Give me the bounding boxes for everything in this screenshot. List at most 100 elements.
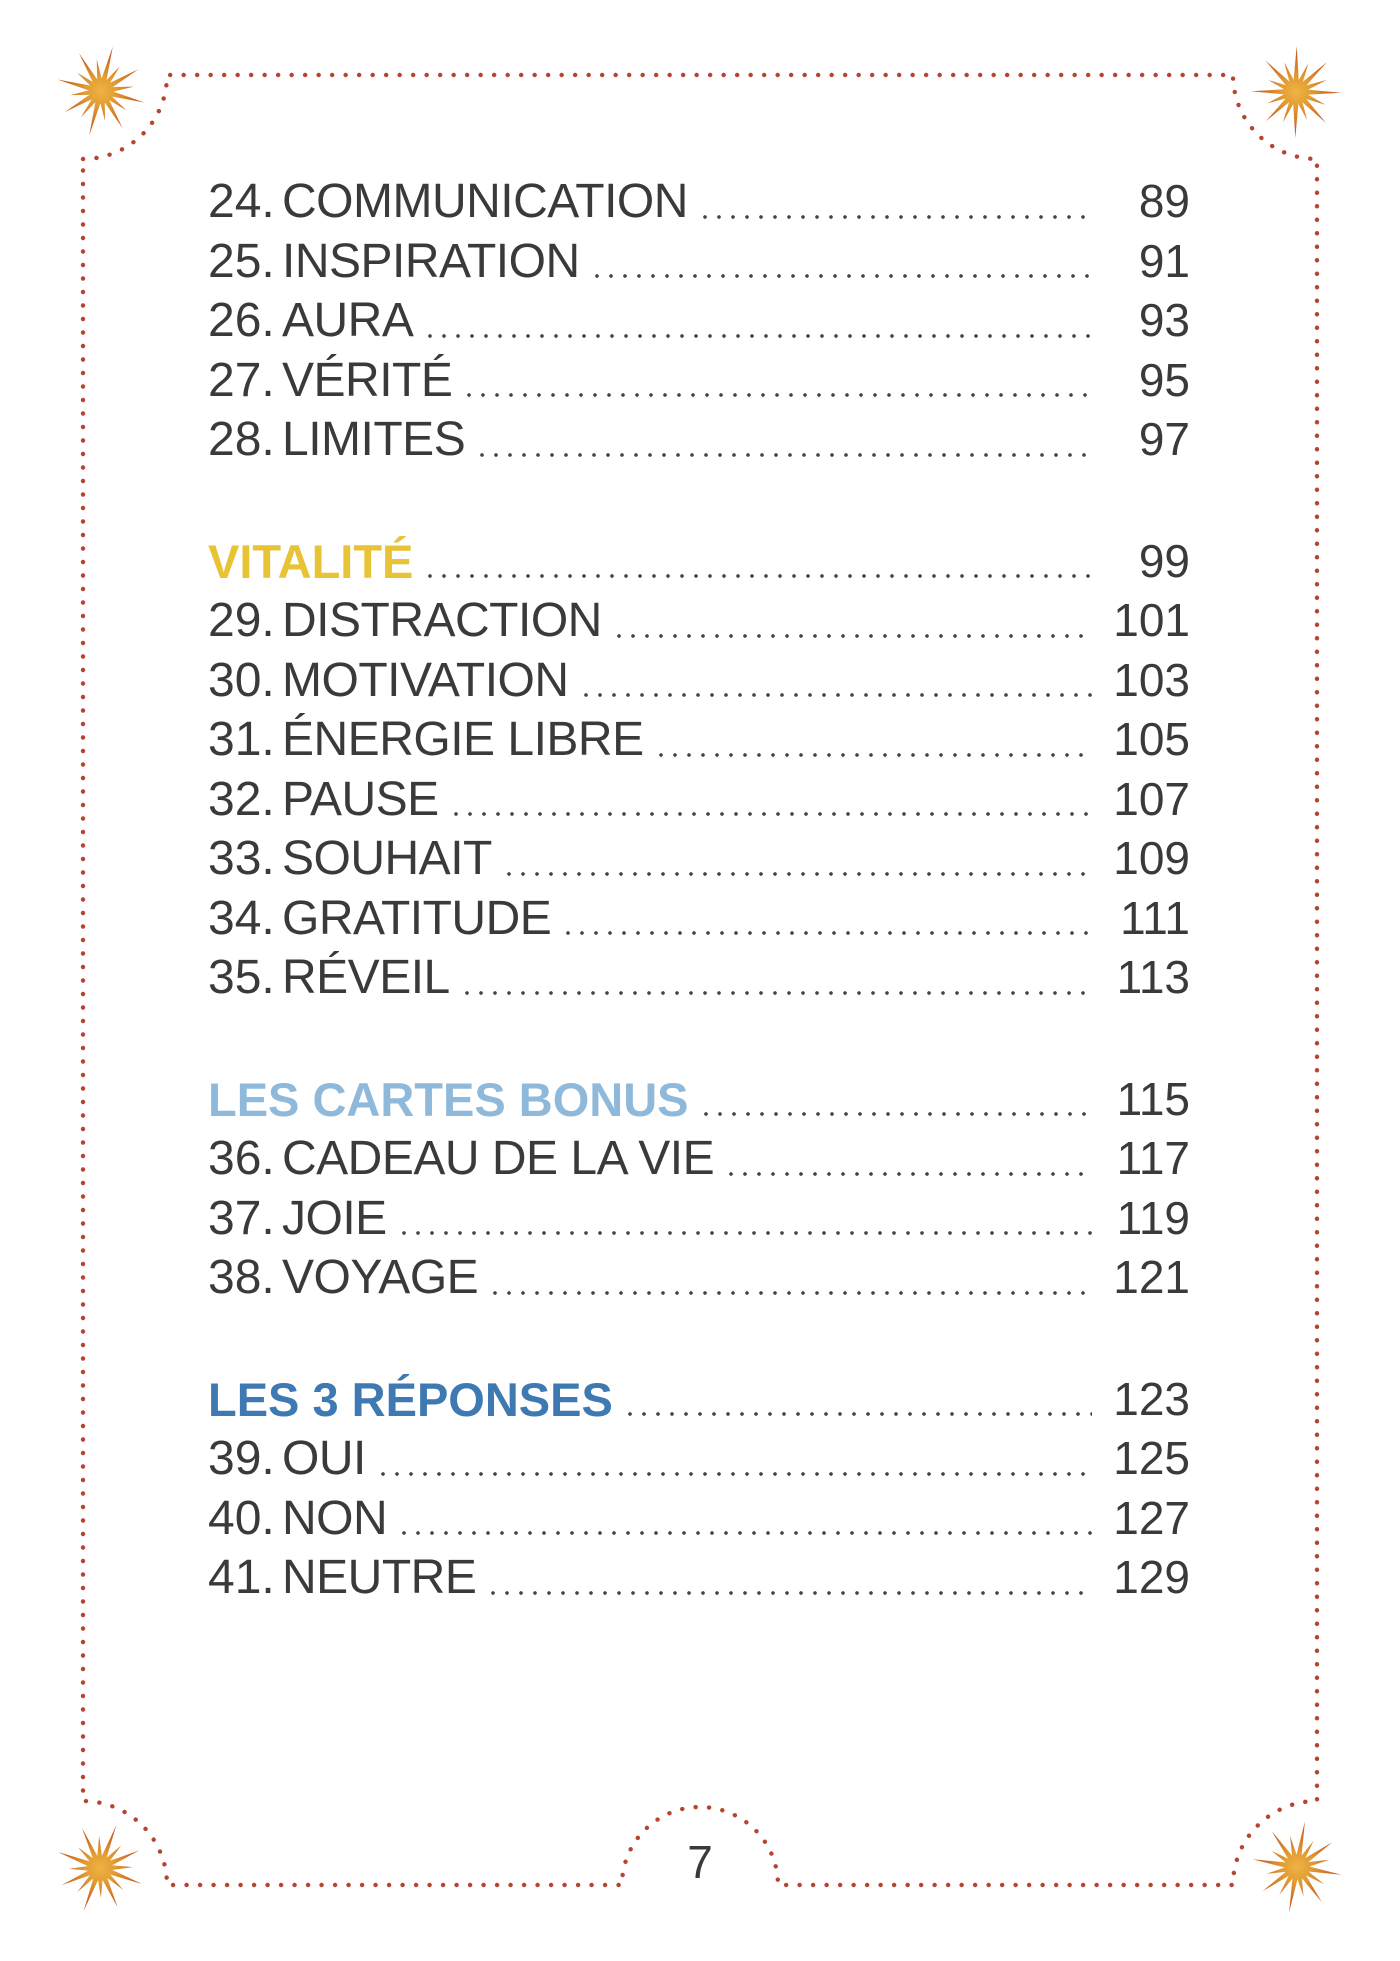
entry-page-number: 127 [1113,1491,1190,1544]
dot-leader [653,738,1092,757]
entry-title: LIMITES [282,413,466,466]
entry-number: 26. [208,294,275,347]
toc-entry-row: 33. SOUHAIT 109 [208,829,1190,889]
entry-title: NON [282,1491,388,1545]
dot-leader [622,1398,1092,1416]
toc-entry-row: 34. GRATITUDE 111 [208,889,1190,949]
entry-title: RÉVEIL [282,951,450,1004]
entry-page-number: 97 [1138,413,1190,465]
entry-page-number: 101 [1113,594,1190,646]
dot-leader [375,1457,1092,1476]
entry-number: 34. [208,891,275,945]
toc-entry-row: 41. NEUTRE 129 [208,1548,1190,1608]
entry-page-number: 95 [1138,353,1190,406]
dot-leader [488,1276,1092,1295]
entry-page-number: 125 [1113,1432,1190,1484]
section-title: LES CARTES BONUS [208,1072,689,1126]
dot-leader [396,1217,1092,1235]
toc-section-heading-row: LES CARTES BONUS 115 [208,1070,1190,1130]
dot-leader [448,798,1092,816]
dot-leader [501,857,1092,876]
entry-title: OUI [282,1432,366,1485]
toc-entry-row: 26. AURA 93 [208,291,1190,351]
entry-page-number: 105 [1113,713,1190,765]
section-title: VITALITÉ [208,534,414,588]
entry-number: 38. [208,1251,275,1304]
toc-entry-row: 40. NON 127 [208,1489,1190,1549]
entry-number: 41. [208,1551,275,1604]
dot-leader [423,560,1092,578]
entry-title: INSPIRATION [282,234,580,288]
section-page-number: 99 [1138,534,1190,587]
toc-entry-row: 39. OUI 125 [208,1429,1190,1489]
dot-leader [423,319,1092,338]
dot-leader [697,200,1092,219]
toc-entry-row: 30. MOTIVATION 103 [208,651,1190,711]
entry-page-number: 111 [1120,891,1190,944]
toc-entry-row: 24. COMMUNICATION 89 [208,172,1190,232]
entry-title: CADEAU DE LA VIE [282,1132,715,1185]
toc-entry-row: 31. ÉNERGIE LIBRE 105 [208,710,1190,770]
section-page-number: 115 [1116,1072,1190,1125]
entry-page-number: 107 [1113,772,1190,825]
entry-number: 31. [208,713,275,766]
toc-entry-row: 36. CADEAU DE LA VIE 117 [208,1129,1190,1189]
entry-number: 39. [208,1432,275,1485]
entry-page-number: 91 [1138,234,1190,287]
dot-leader [475,438,1092,457]
toc-entry-row: 29. DISTRACTION 101 [208,591,1190,651]
section-page-number: 123 [1113,1372,1190,1425]
entry-number: 27. [208,353,275,407]
entry-title: VOYAGE [282,1251,479,1304]
entry-page-number: 89 [1138,175,1190,227]
entry-title: NEUTRE [282,1551,477,1604]
entry-number: 33. [208,832,275,885]
entry-page-number: 93 [1138,294,1190,346]
entry-number: 37. [208,1191,275,1245]
entry-number: 30. [208,653,275,707]
toc-section-heading-row: LES 3 RÉPONSES 123 [208,1370,1190,1430]
dot-leader [459,976,1092,995]
entry-title: MOTIVATION [282,653,569,707]
entry-number: 36. [208,1132,275,1185]
toc-entry-row: 32. PAUSE 107 [208,770,1190,830]
toc-entry-row: 37. JOIE 119 [208,1189,1190,1249]
dot-leader [462,379,1092,397]
entry-title: AURA [282,294,414,347]
entry-title: PAUSE [282,772,439,826]
table-of-contents: 24. COMMUNICATION 89 25. INSPIRATION 91 … [208,172,1190,1608]
dot-leader [578,679,1092,697]
entry-number: 35. [208,951,275,1004]
entry-number: 40. [208,1491,275,1545]
entry-title: DISTRACTION [282,594,602,647]
entry-title: ÉNERGIE LIBRE [282,713,644,766]
dot-leader [561,917,1092,935]
entry-title: JOIE [282,1191,387,1245]
toc-entry-row: 28. LIMITES 97 [208,410,1190,470]
entry-page-number: 109 [1113,832,1190,884]
entry-title: VÉRITÉ [282,353,453,407]
entry-page-number: 129 [1113,1551,1190,1603]
entry-page-number: 121 [1113,1251,1190,1303]
entry-number: 32. [208,772,275,826]
toc-entry-row: 38. VOYAGE 121 [208,1248,1190,1308]
entry-title: GRATITUDE [282,891,552,945]
entry-page-number: 117 [1116,1132,1190,1184]
entry-title: COMMUNICATION [282,175,688,228]
entry-number: 29. [208,594,275,647]
entry-number: 25. [208,234,275,288]
dot-leader [698,1098,1092,1116]
entry-title: SOUHAIT [282,832,492,885]
entry-number: 28. [208,413,275,466]
dot-leader [486,1576,1092,1595]
dot-leader [397,1517,1092,1535]
section-title: LES 3 RÉPONSES [208,1372,613,1426]
dot-leader [724,1157,1092,1176]
page-number: 7 [687,1836,713,1888]
entry-page-number: 103 [1113,653,1190,706]
toc-section-heading-row: VITALITÉ 99 [208,532,1190,592]
entry-page-number: 119 [1116,1191,1190,1244]
entry-page-number: 113 [1116,951,1190,1003]
entry-number: 24. [208,175,275,228]
